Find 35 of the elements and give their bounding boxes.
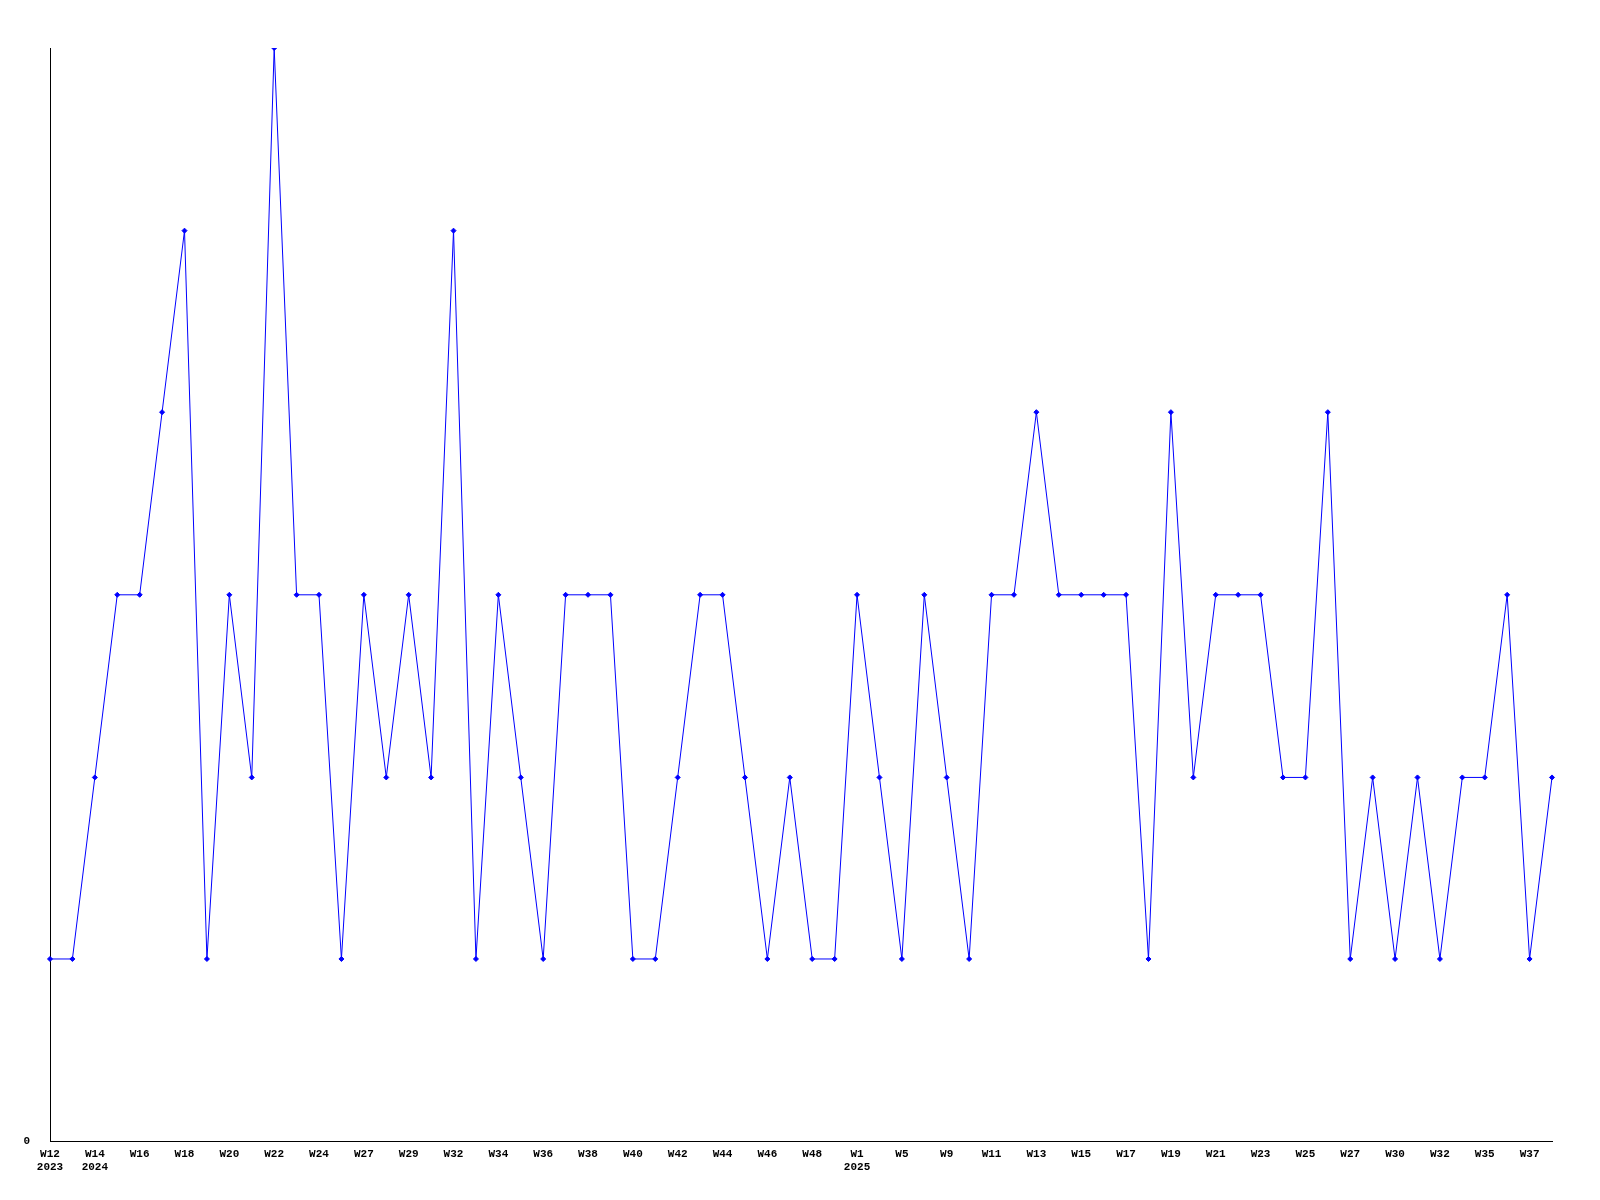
x-tick-label: W38 (578, 1147, 599, 1160)
x-tick-label: W48 (802, 1147, 823, 1160)
x-tick-label: W15 (1071, 1147, 1092, 1160)
x-tick-label: W9 (940, 1147, 954, 1160)
x-tick-label: W34 (488, 1147, 509, 1160)
x-tick-label: W20 (219, 1147, 240, 1160)
x-tick-label: W25 (1295, 1147, 1316, 1160)
x-tick-label: W40 (622, 1147, 643, 1160)
x-tick-label: W22 (264, 1147, 285, 1160)
x-tick-label: W5 (895, 1147, 909, 1160)
x-tick-label: W21 (1205, 1147, 1227, 1160)
x-tick-label: W18 (174, 1147, 195, 1160)
x-tick-label: W27 (1340, 1147, 1361, 1160)
x-tick-label: W32 (1430, 1147, 1450, 1160)
x-tick-label: W23 (1250, 1147, 1271, 1160)
x-tick-label: W29 (398, 1147, 419, 1160)
x-tick-label: W42 (667, 1147, 688, 1160)
x-tick-label: W12 2023 (36, 1147, 64, 1174)
x-tick-label: W16 (129, 1147, 150, 1160)
x-tick-label: W32 (443, 1147, 464, 1160)
x-tick-label: W1 2025 (843, 1147, 871, 1174)
x-tick-label: W24 (309, 1147, 330, 1160)
x-tick-label: W27 (353, 1147, 374, 1160)
x-tick-label: W30 (1385, 1147, 1405, 1160)
x-tick-label: W35 (1474, 1147, 1496, 1160)
x-tick-label: W46 (757, 1147, 778, 1160)
x-tick-label: W44 (712, 1147, 733, 1160)
x-tick-label: W14 2024 (81, 1147, 109, 1174)
x-tick-label: W11 (981, 1147, 1002, 1160)
text: 0 (23, 1135, 30, 1148)
x-tick-label: W17 (1116, 1147, 1136, 1160)
x-tick-label: W13 (1026, 1147, 1047, 1160)
x-tick-label: W19 (1160, 1147, 1181, 1160)
x-tick-label: W37 (1519, 1147, 1540, 1160)
x-tick-label: W36 (533, 1147, 554, 1160)
